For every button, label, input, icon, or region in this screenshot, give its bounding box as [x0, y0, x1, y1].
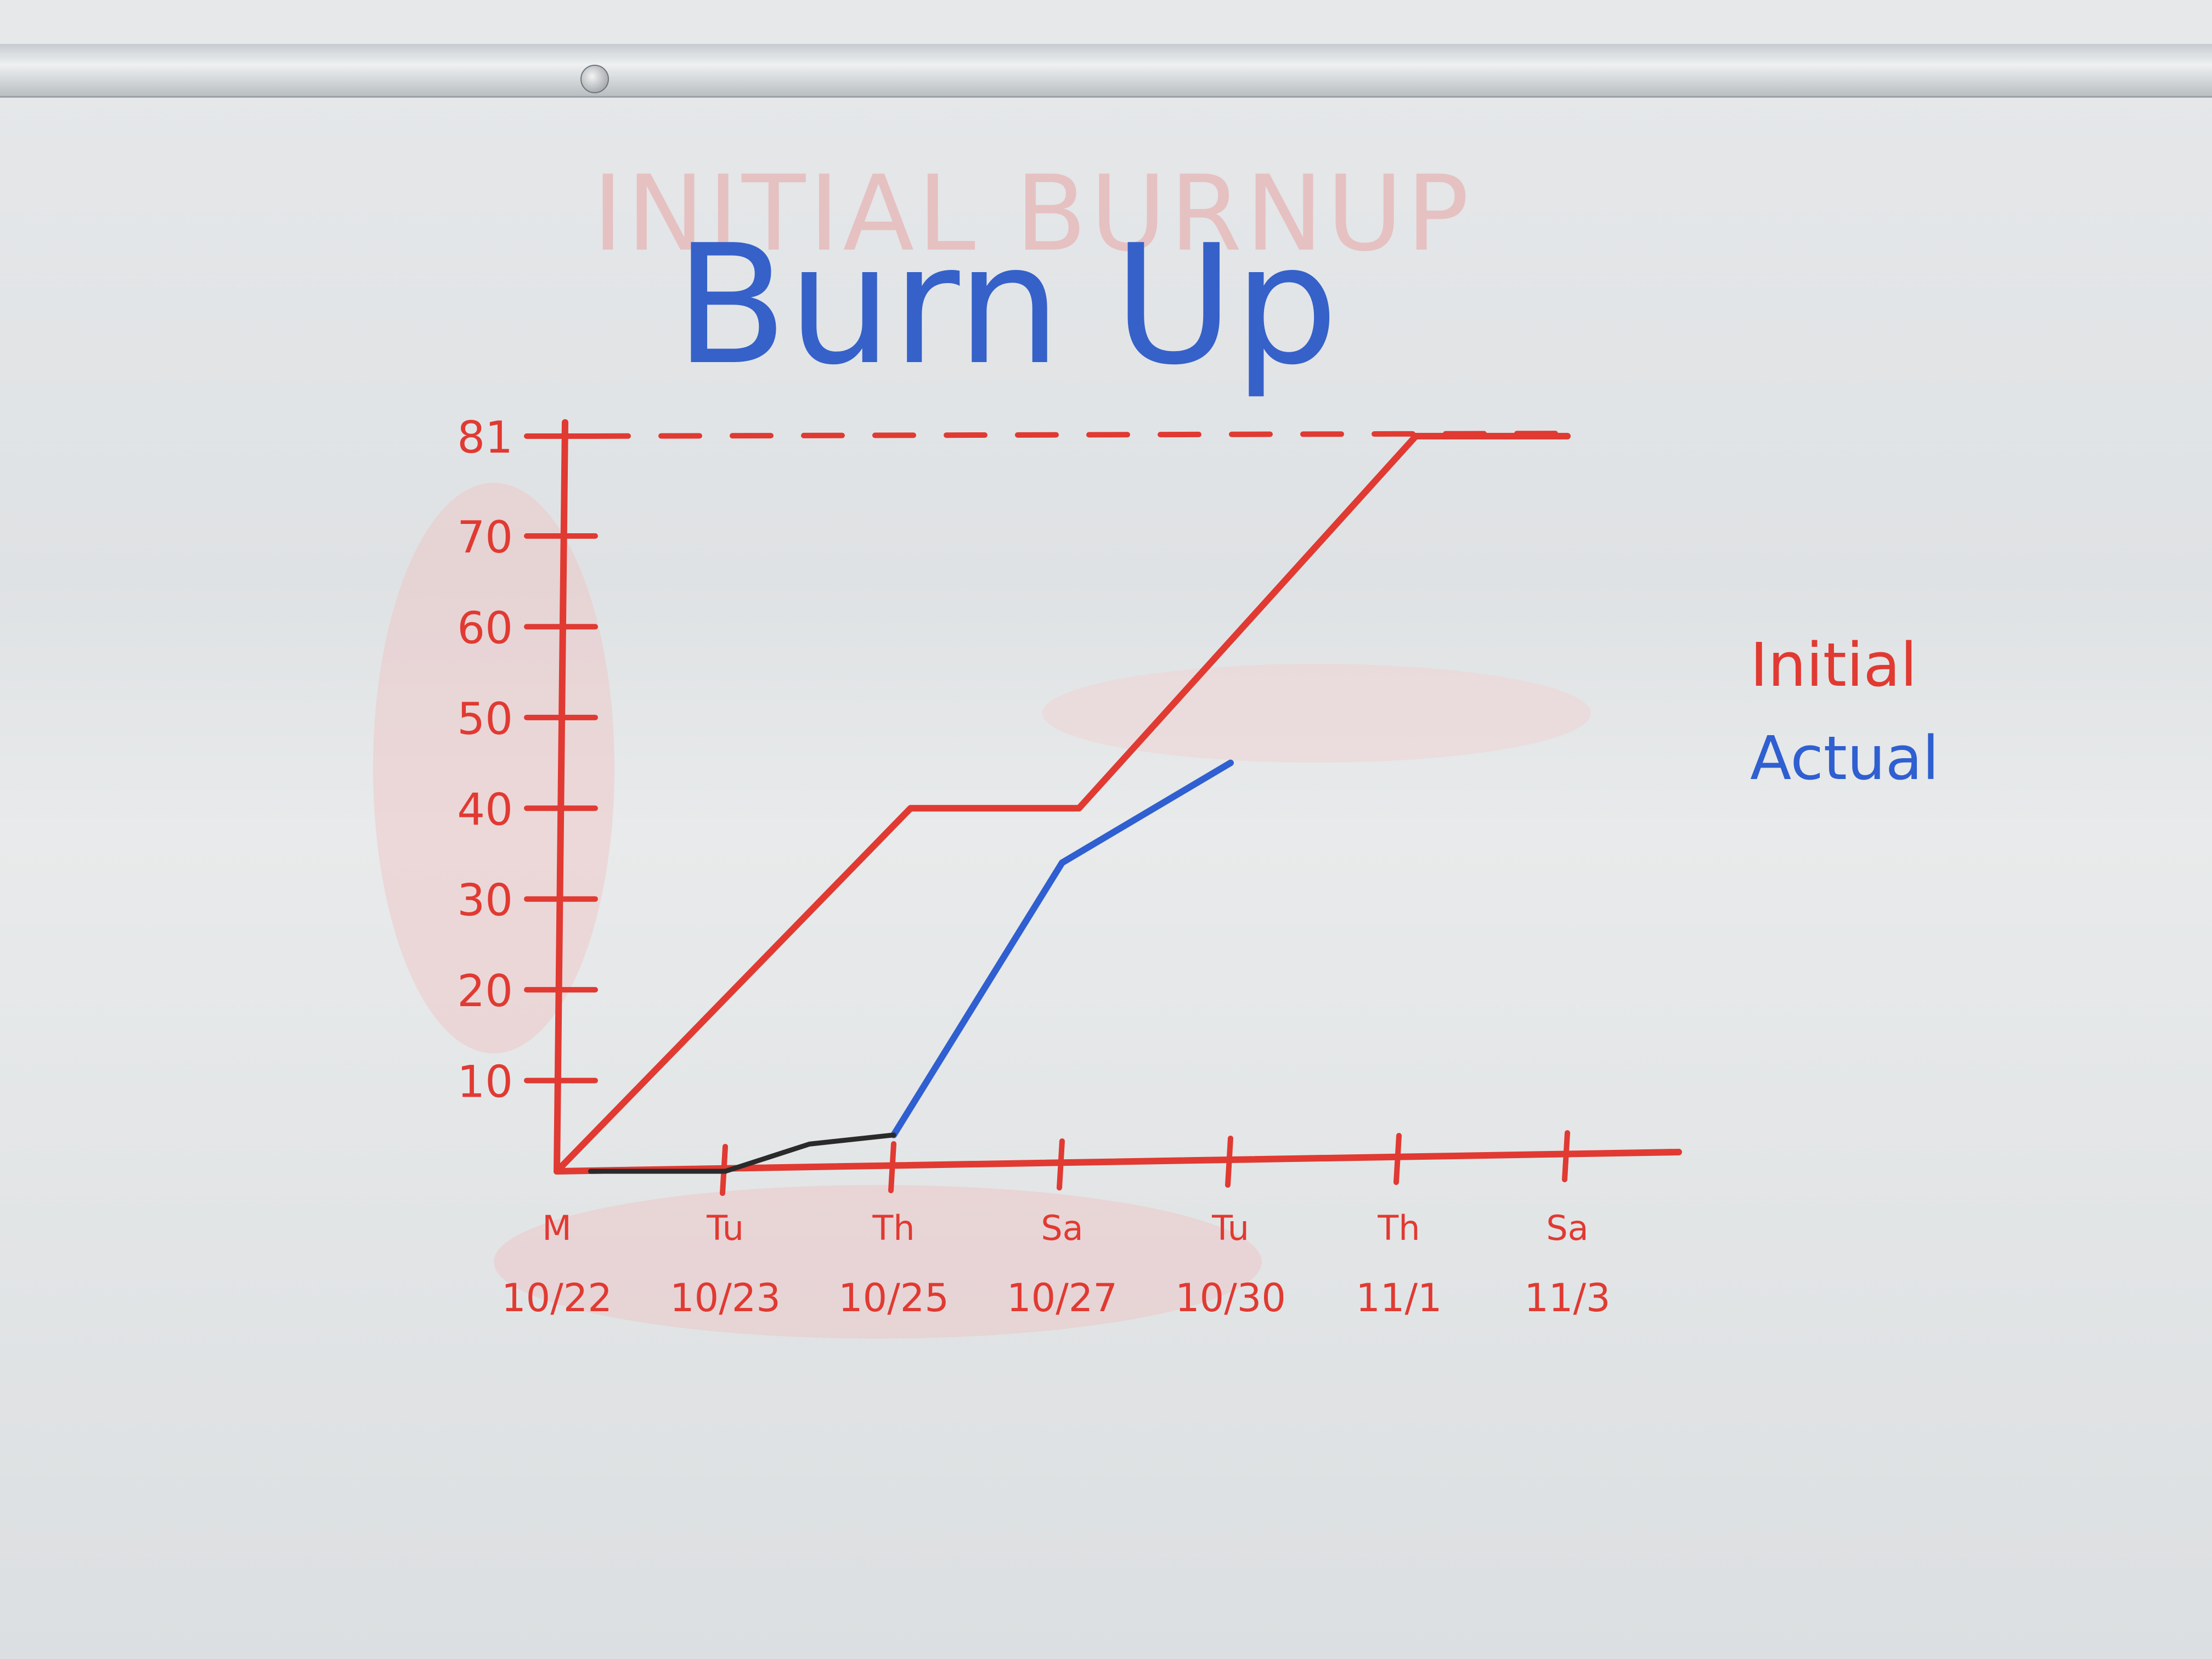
x-tick-day: Sa [1041, 1208, 1083, 1248]
screw-icon [580, 65, 609, 93]
y-axis [554, 419, 568, 1175]
x-tick-day: Sa [1546, 1208, 1588, 1248]
x-tick-day: Th [1377, 1208, 1420, 1248]
series-line-initial [554, 433, 1571, 1175]
y-tick-label: 40 [457, 784, 513, 835]
y-tick-label: 10 [457, 1057, 513, 1108]
x-tick-day: Tu [706, 1208, 744, 1248]
x-ticks: M 10/22 Tu 10/23 Th 10/25 Sa 10/27 Tu 10/30 Th 11/1… [501, 1130, 1611, 1321]
legend: Initial Actual [1750, 630, 1939, 793]
x-tick-mark [1562, 1130, 1570, 1182]
x-tick-mark [1225, 1136, 1233, 1188]
series-line-actual [890, 759, 1234, 1138]
legend-actual: Actual [1750, 723, 1939, 793]
series-line-unlabeled [588, 1132, 896, 1174]
y-tick-label: 70 [457, 512, 513, 563]
chart-title: Burn Up [675, 210, 1339, 401]
y-tick-label: 81 [457, 412, 513, 463]
x-tick-date: 11/3 [1524, 1276, 1610, 1321]
x-tick-mark [1057, 1138, 1065, 1190]
x-tick-day: Tu [1211, 1208, 1249, 1248]
whiteboard-frame [0, 44, 2212, 98]
x-tick-date: 10/22 [501, 1276, 612, 1321]
x-tick-day: Th [872, 1208, 915, 1248]
y-ticks: 10 20 30 40 50 60 70 81 [457, 412, 598, 1108]
x-tick-date: 10/30 [1175, 1276, 1286, 1321]
x-axis [554, 1149, 1682, 1175]
y-tick-label: 30 [457, 875, 513, 926]
x-tick-day: M [542, 1208, 572, 1248]
x-tick-mark [1393, 1133, 1402, 1185]
legend-initial: Initial [1750, 630, 1917, 700]
x-tick-date: 10/27 [1007, 1276, 1118, 1321]
x-tick-date: 10/25 [838, 1276, 949, 1321]
x-tick-mark [888, 1141, 896, 1193]
x-tick-date: 10/23 [670, 1276, 781, 1321]
y-tick-label: 50 [457, 693, 513, 744]
y-tick-label: 60 [457, 602, 513, 653]
x-tick-date: 11/1 [1356, 1276, 1442, 1321]
ghost-title: INITIAL BURNUP [592, 153, 1472, 274]
series-lines [554, 433, 1571, 1175]
y-tick-label: 20 [457, 966, 513, 1017]
